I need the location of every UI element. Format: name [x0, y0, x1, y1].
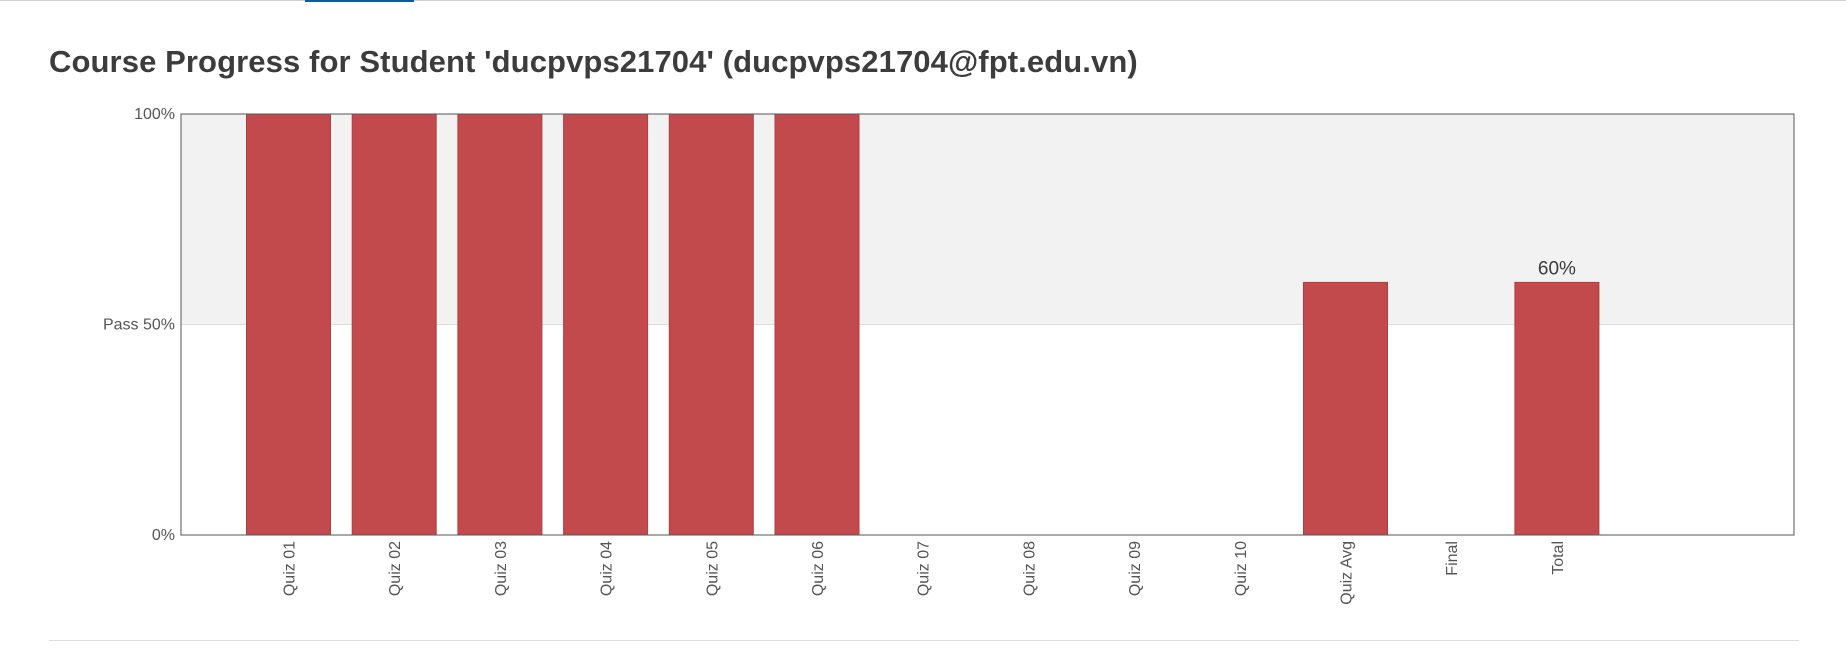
top-divider [0, 0, 1846, 1]
plot-frame [180, 113, 1795, 536]
bar-quiz-01 [246, 113, 331, 536]
y-tick-label: 0% [152, 527, 175, 544]
y-tick-label: 100% [134, 106, 175, 123]
y-tick-label: Pass 50% [103, 317, 175, 334]
bar-quiz-06 [774, 113, 860, 536]
x-tick-label-quiz-10: Quiz 10 [1233, 541, 1250, 596]
x-tick-label-quiz-05: Quiz 05 [704, 541, 721, 596]
x-tick-label-quiz-09: Quiz 09 [1127, 541, 1144, 596]
page-title: Course Progress for Student 'ducpvps2170… [49, 44, 1138, 79]
x-tick-label-quiz-03: Quiz 03 [493, 541, 510, 596]
x-tick-label-quiz-07: Quiz 07 [916, 541, 933, 596]
x-tick-label-total: Total [1550, 541, 1567, 575]
bar-quiz-avg [1303, 281, 1388, 536]
bottom-divider [49, 640, 1799, 641]
x-tick-label-quiz-04: Quiz 04 [599, 541, 616, 596]
x-tick-label-quiz-08: Quiz 08 [1021, 541, 1038, 596]
x-tick-label-quiz-02: Quiz 02 [387, 541, 404, 596]
bar-quiz-02 [351, 113, 437, 536]
bar-quiz-04 [563, 113, 649, 536]
bar-quiz-05 [668, 113, 754, 536]
x-tick-label-quiz-06: Quiz 06 [810, 541, 827, 596]
active-tab-indicator [305, 0, 414, 2]
data-label-total: 60% [1538, 258, 1576, 279]
bar-total [1514, 281, 1600, 536]
bar-quiz-03 [457, 113, 543, 536]
x-tick-label-quiz-01: Quiz 01 [282, 541, 299, 596]
x-tick-label-final: Final [1444, 541, 1461, 576]
x-tick-label-quiz-avg: Quiz Avg [1339, 541, 1356, 605]
